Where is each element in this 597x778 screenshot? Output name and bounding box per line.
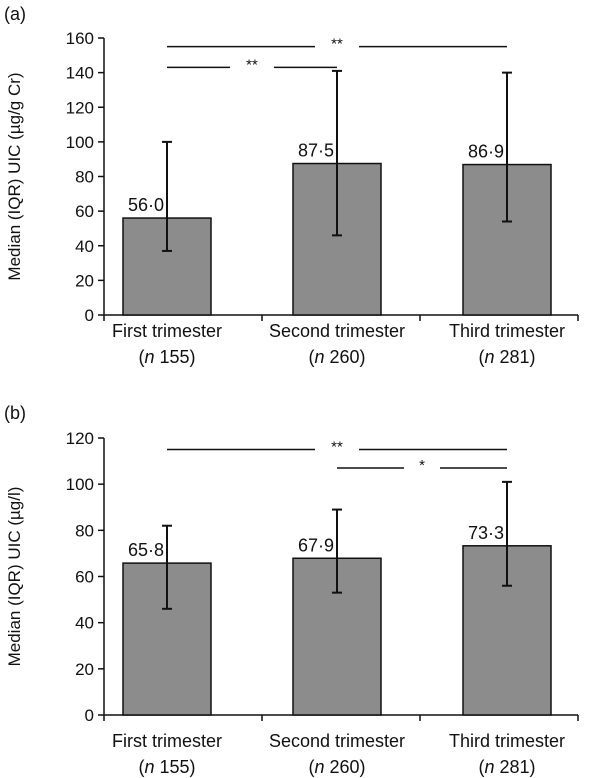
category-label: Third trimester	[449, 321, 565, 341]
y-tick-label: 80	[75, 168, 94, 187]
significance-marker: *	[419, 457, 425, 474]
y-axis-label: Median (IQR) UIC (µg/g Cr)	[5, 72, 24, 280]
sample-size-n: n	[144, 347, 154, 367]
y-tick-label: 140	[66, 64, 94, 83]
sample-size-label: (n 281)	[478, 757, 535, 777]
data-label: 86·9	[468, 142, 504, 162]
sample-size-n: n	[314, 347, 324, 367]
sample-size-value: 281)	[494, 347, 535, 367]
sample-size-paren: (	[138, 347, 144, 367]
sample-size-label: (n 260)	[308, 757, 365, 777]
y-tick-label: 0	[85, 306, 94, 325]
y-tick-label: 100	[66, 475, 94, 494]
data-label: 56·0	[128, 195, 164, 215]
category-label: Second trimester	[269, 321, 405, 341]
y-tick-label: 0	[85, 706, 94, 725]
sample-size-label: (n 260)	[308, 347, 365, 367]
sample-size-n: n	[314, 757, 324, 777]
y-tick-label: 120	[66, 429, 94, 448]
sample-size-paren: (	[308, 757, 314, 777]
sample-size-value: 155)	[154, 347, 195, 367]
data-label: 73·3	[468, 523, 504, 543]
sample-size-label: (n 155)	[138, 757, 195, 777]
sample-size-value: 260)	[324, 757, 365, 777]
sample-size-n: n	[484, 757, 494, 777]
y-tick-label: 20	[75, 660, 94, 679]
chart-panel-a: (a) Median (IQR) UIC (µg/g Cr) 0 20 40 60 80 10…	[4, 4, 579, 367]
y-tick-label: 60	[75, 202, 94, 221]
chart-panel-b: (b) Median (IQR) UIC (µg/l) 0 20 40 60 80 100 12…	[4, 403, 579, 777]
sample-size-n: n	[144, 757, 154, 777]
y-tick-label: 40	[75, 237, 94, 256]
y-tick-label: 160	[66, 29, 94, 48]
significance-marker: **	[246, 56, 258, 73]
data-label: 87·5	[298, 141, 334, 161]
sample-size-paren: (	[478, 347, 484, 367]
y-axis-label: Median (IQR) UIC (µg/l)	[5, 487, 24, 667]
category-label: First trimester	[112, 731, 222, 751]
data-label: 65·8	[128, 540, 164, 560]
sample-size-value: 155)	[154, 757, 195, 777]
significance-marker: **	[331, 439, 343, 456]
y-tick-label: 20	[75, 271, 94, 290]
sample-size-paren: (	[308, 347, 314, 367]
y-tick-label: 80	[75, 521, 94, 540]
sample-size-value: 260)	[324, 347, 365, 367]
sample-size-n: n	[484, 347, 494, 367]
sample-size-paren: (	[478, 757, 484, 777]
significance-marker: **	[331, 36, 343, 53]
data-label: 67·9	[298, 535, 334, 555]
sample-size-paren: (	[138, 757, 144, 777]
y-tick-label: 40	[75, 614, 94, 633]
panel-label: (b)	[4, 403, 26, 423]
sample-size-label: (n 281)	[478, 347, 535, 367]
panel-label: (a)	[4, 4, 26, 24]
sample-size-value: 281)	[494, 757, 535, 777]
category-label: First trimester	[112, 321, 222, 341]
y-tick-label: 100	[66, 133, 94, 152]
y-tick-label: 60	[75, 568, 94, 587]
category-label: Second trimester	[269, 731, 405, 751]
y-tick-label: 120	[66, 98, 94, 117]
sample-size-label: (n 155)	[138, 347, 195, 367]
category-label: Third trimester	[449, 731, 565, 751]
